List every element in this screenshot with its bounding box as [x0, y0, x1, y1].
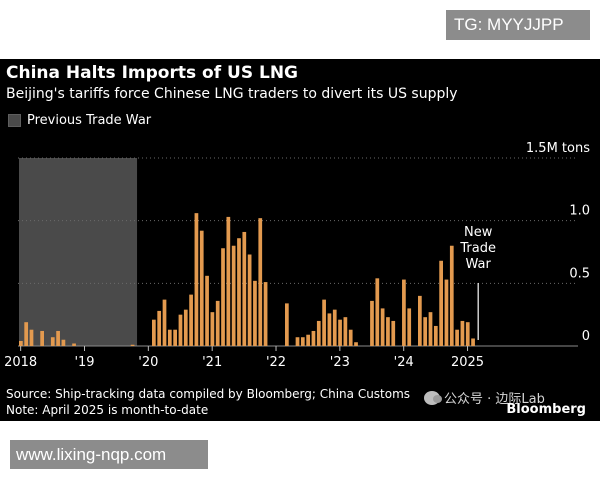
bar: [205, 275, 209, 346]
bar: [61, 339, 66, 346]
x-tick-label: '24: [394, 355, 414, 370]
bar: [24, 322, 29, 346]
bar: [322, 299, 326, 346]
bar: [316, 320, 321, 346]
bar: [423, 317, 428, 346]
chart-legend: Previous Trade War: [8, 113, 151, 128]
chart-panel: China Halts Imports of US LNG Beijing's …: [0, 59, 600, 421]
bar: [221, 248, 225, 346]
bar: [380, 308, 385, 346]
annotation-label: Trade: [459, 241, 496, 256]
bar: [327, 313, 332, 346]
bloomberg-logo: Bloomberg: [506, 402, 586, 417]
y-tick-label: 0: [582, 329, 590, 344]
bar: [231, 245, 236, 346]
bar: [183, 309, 188, 346]
y-tick-label: 0.5: [569, 266, 590, 281]
bar: [263, 282, 268, 346]
bar: [332, 309, 337, 346]
bar: [242, 231, 247, 346]
bar: [199, 230, 204, 346]
bar: [72, 343, 76, 346]
bar: [407, 308, 412, 346]
x-tick-label: '20: [138, 355, 158, 370]
chart-plot: 0 0.5 1.0 1.5M tons 2018 '19 '20 '21 '22 '23 '24 2…: [4, 141, 590, 370]
bar: [215, 300, 220, 346]
bar: [465, 322, 470, 346]
bar: [194, 213, 199, 346]
bar: [354, 342, 358, 346]
bar: [173, 329, 177, 346]
bar: [210, 312, 215, 346]
bar: [29, 329, 34, 346]
bar: [56, 330, 60, 346]
tg-watermark: TG: MYYJJPP: [446, 10, 590, 40]
month-to-date-note: Note: April 2025 is month-to-date: [6, 403, 209, 417]
bar: [386, 317, 390, 346]
bar: [338, 319, 342, 346]
bar: [370, 300, 374, 346]
bar: [253, 280, 257, 346]
bar: [167, 329, 172, 346]
chart-subtitle: Beijing's tariffs force Chinese LNG trad…: [6, 86, 458, 102]
bar: [237, 238, 241, 346]
bar: [460, 320, 465, 346]
bar: [226, 216, 231, 346]
bar: [449, 245, 454, 346]
url-watermark: www.lixing-nqp.com: [10, 440, 208, 469]
bar: [471, 338, 475, 346]
wechat-watermark-label: 公众号 · 边际Lab: [444, 392, 545, 407]
source-note: Source: Ship-tracking data compiled by B…: [6, 387, 411, 401]
bar: [375, 278, 380, 346]
x-tick-label: '22: [266, 355, 286, 370]
x-tick-label: 2018: [4, 355, 37, 370]
bar: [306, 334, 310, 346]
bar: [444, 279, 449, 346]
annotation-label: New: [464, 225, 493, 240]
bar: [428, 312, 433, 346]
bar: [418, 295, 422, 346]
bar: [157, 310, 162, 346]
y-tick-label: 1.5M tons: [526, 141, 590, 156]
shaded-region-previous-trade-war: [19, 158, 138, 346]
y-tick-label: 1.0: [569, 204, 590, 219]
bar: [130, 344, 135, 346]
bar: [152, 319, 156, 346]
bar: [247, 254, 252, 346]
bar: [391, 320, 396, 346]
bar: [258, 218, 263, 346]
x-tick-label: '21: [202, 355, 222, 370]
bar: [40, 330, 44, 346]
bar: [433, 325, 438, 346]
bar: [455, 329, 459, 346]
wechat-icon: [424, 390, 442, 405]
bar: [402, 279, 406, 346]
bar: [295, 337, 300, 346]
bar: [19, 340, 23, 346]
bar: [343, 317, 348, 346]
legend-swatch: [8, 114, 21, 127]
chart-title: China Halts Imports of US LNG: [6, 63, 298, 83]
x-tick-label: 2025: [451, 355, 484, 370]
bar: [178, 314, 183, 346]
annotation-label: War: [466, 257, 492, 272]
wechat-watermark: 公众号 · 边际Lab: [424, 388, 545, 407]
legend-label: Previous Trade War: [27, 113, 152, 128]
bar: [50, 337, 55, 346]
bar: [300, 337, 305, 346]
bar: [311, 330, 316, 346]
bar: [162, 299, 167, 346]
bar: [439, 260, 443, 346]
bar: [285, 303, 289, 346]
bar: [348, 329, 353, 346]
x-tick-label: '23: [330, 355, 350, 370]
x-tick-label: '19: [74, 355, 94, 370]
bar: [189, 294, 193, 346]
